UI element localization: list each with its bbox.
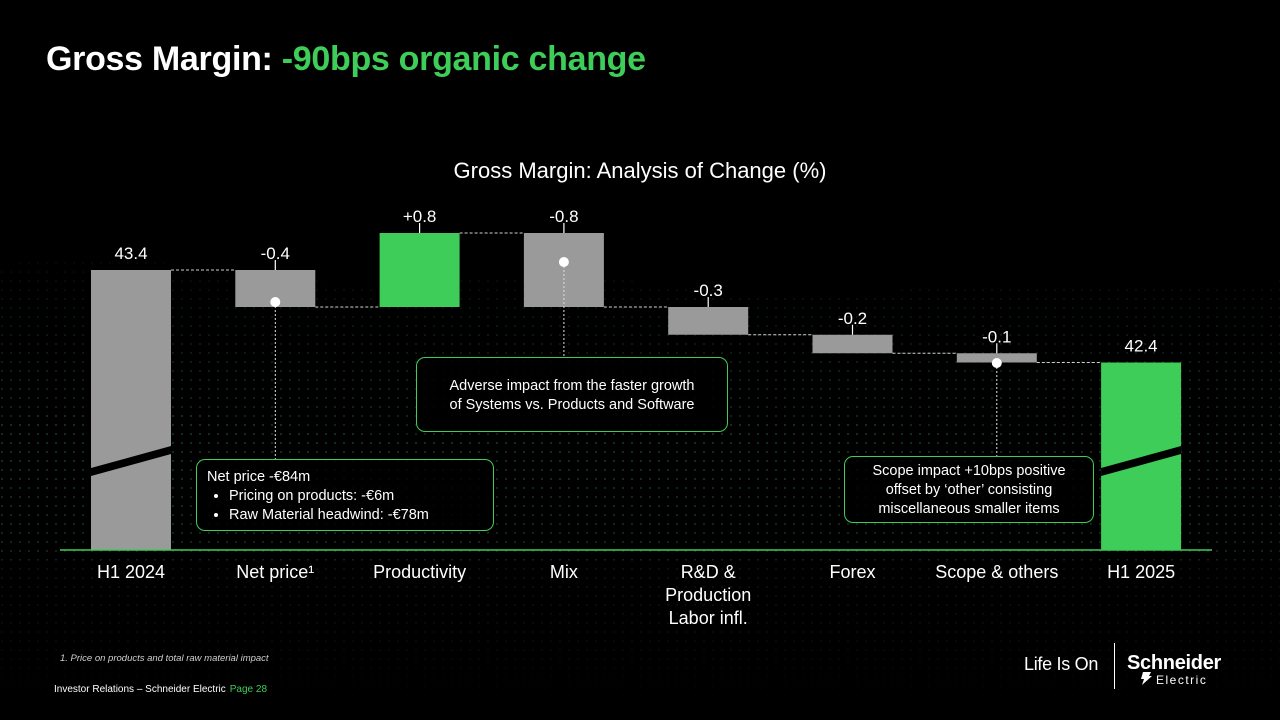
brand-logo-name: Schneider [1127,652,1221,674]
bar-4 [668,307,749,335]
callout-mix-line: Adverse impact from the faster growth [449,378,695,394]
callout-net-price-bullet: Raw Material headwind: -€78m [229,506,483,525]
callout-net-price-heading: Net price -€84m [207,469,311,485]
callout-net-price: Net price -€84m Pricing on products: -€6… [196,459,494,531]
axis-breaks [91,446,1182,476]
bar-2 [379,233,460,307]
title-accent: -90bps organic change [281,40,646,78]
value-label: -0.8 [549,207,578,226]
footer: Investor Relations – Schneider Electric P… [54,684,267,695]
callout-scope-line: offset by ‘other’ consisting [885,482,1053,498]
brand-logo-sub: Electric [1156,673,1208,687]
connector-lines [171,232,1102,363]
callout-mix: Adverse impact from the faster growth of… [416,357,728,432]
value-label: -0.4 [261,244,290,263]
page-title: Gross Margin: -90bps organic change [46,40,646,79]
value-label: +0.8 [403,207,437,226]
value-label: -0.2 [838,309,867,328]
callout-mix-line: of Systems vs. Products and Software [449,397,695,413]
brand-logo-icon [1141,672,1152,685]
callout-scope-line: Scope impact +10bps positive [872,463,1066,479]
bar-0 [91,270,171,550]
bars [91,223,1182,550]
category-label: Productivity [373,562,466,582]
brand-tagline: Life Is On [1024,654,1099,674]
axis-break [91,446,171,476]
callout-net-price-list: Pricing on products: -€6m Raw Material h… [207,487,483,525]
value-label: -0.3 [694,281,723,300]
bar-6 [956,353,1037,363]
waterfall-chart: Gross Margin: Analysis of Change (%) 43.… [60,158,1212,628]
callout-scope-line: miscellaneous smaller items [878,501,1060,517]
callout-net-price-bullet: Pricing on products: -€6m [229,487,483,506]
value-label: -0.1 [982,327,1011,346]
callout-leaders [270,257,1002,460]
category-label: Mix [550,562,578,582]
axis-break [1101,446,1182,476]
page-number: Page 28 [229,684,268,695]
bar-5 [812,334,893,354]
leader-dot [558,257,569,267]
category-label: H1 2025 [1107,562,1175,582]
category-label: H1 2024 [97,562,165,582]
title-prefix: Gross Margin: [46,40,282,78]
category-labels: H1 2024 Net price¹ Productivity Mix R&D & Pro… [97,562,1175,628]
category-label: Net price¹ [236,562,314,582]
callout-scope: Scope impact +10bps positive offset by ‘… [844,456,1094,523]
category-label: Scope & others [935,562,1058,582]
value-label: 43.4 [114,244,147,263]
footnote: 1. Price on products and total raw mater… [60,653,269,664]
chart-title: Gross Margin: Analysis of Change (%) [454,158,827,183]
footer-text: Investor Relations – Schneider Electric [54,684,226,695]
category-label: R&D & Production Labor infl. [665,562,751,628]
leader-dot [991,358,1002,368]
brand-divider [1114,643,1115,689]
value-labels: 43.4 -0.4 +0.8 -0.8 -0.3 -0.2 -0.1 42.4 [114,207,1157,356]
leader-dot [270,297,281,307]
category-label: Forex [829,562,875,582]
value-label: 42.4 [1125,337,1158,356]
